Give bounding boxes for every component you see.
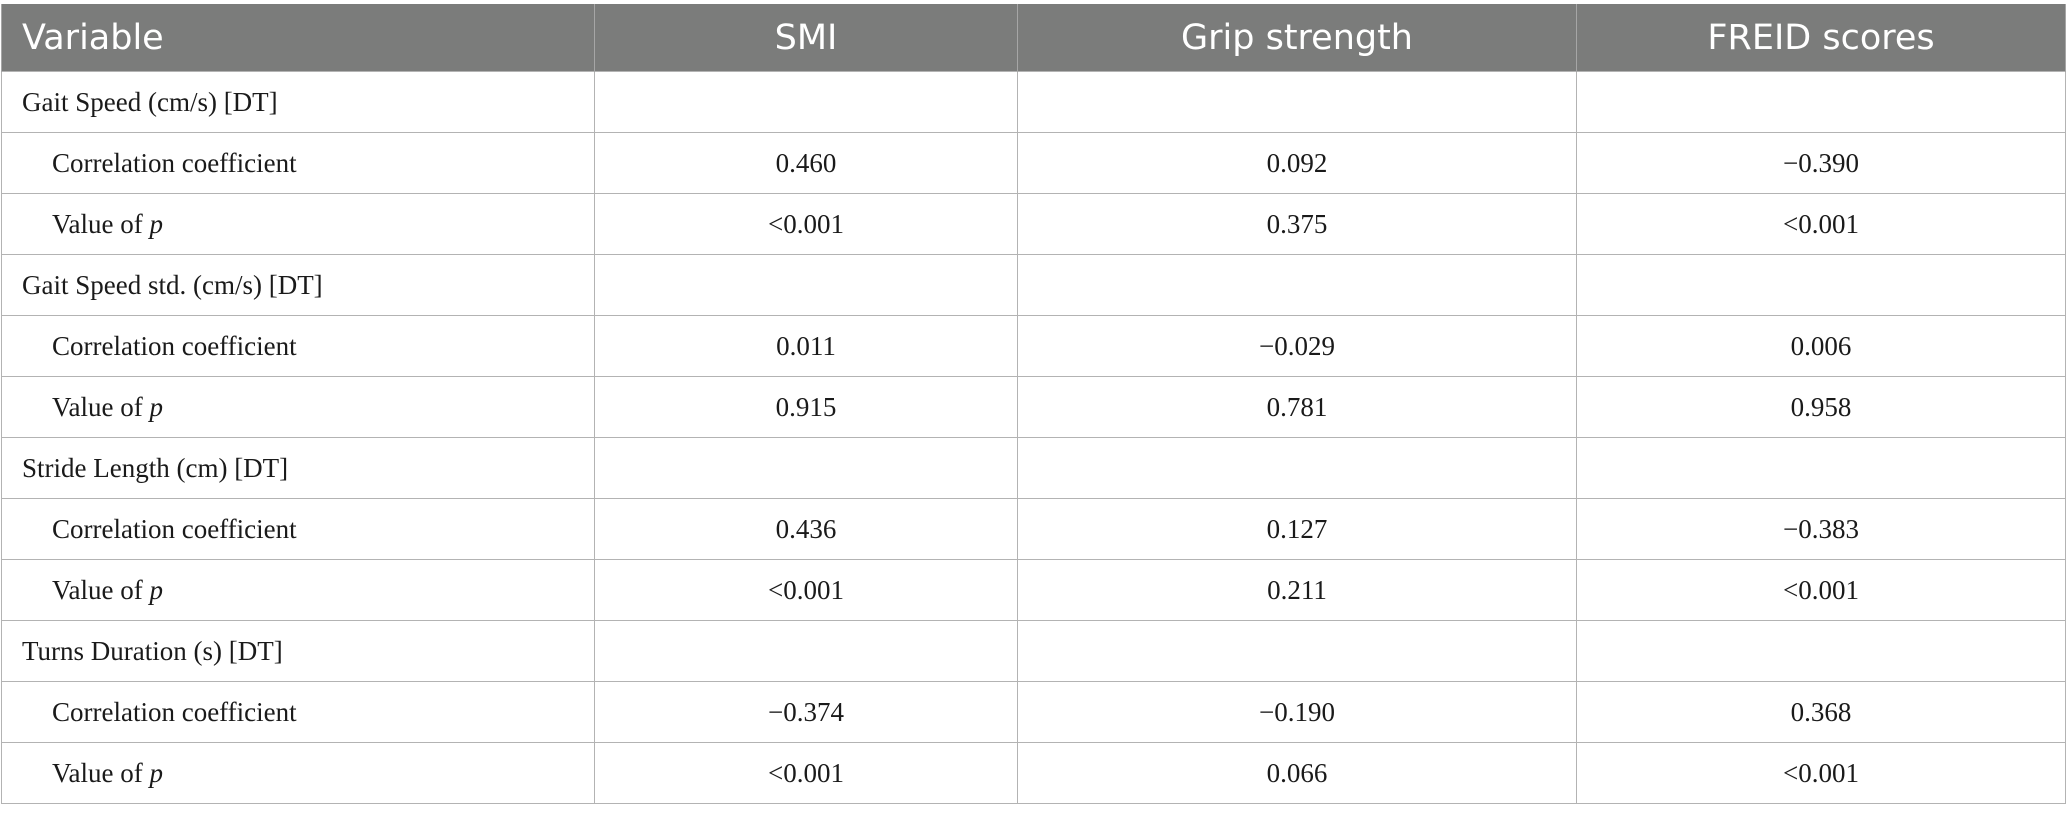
empty-cell — [594, 254, 1018, 316]
p-value-row: Value of p <0.001 0.211 <0.001 — [1, 559, 2066, 621]
p-value-label: Value of p — [1, 742, 595, 804]
freid-coefficient: 0.368 — [1576, 681, 2066, 743]
table-body: Gait Speed (cm/s) [DT] Correlation coeff… — [1, 71, 2066, 804]
freid-p-value: <0.001 — [1576, 193, 2066, 255]
grip-p-value: 0.781 — [1017, 376, 1577, 438]
header-grip-strength: Grip strength — [1017, 4, 1577, 72]
empty-cell — [594, 71, 1018, 133]
freid-coefficient: −0.390 — [1576, 132, 2066, 194]
group-row: Turns Duration (s) [DT] — [1, 620, 2066, 682]
coefficient-row: Correlation coefficient −0.374 −0.190 0.… — [1, 681, 2066, 743]
table-header: Variable SMI Grip strength FREID scores — [1, 4, 2066, 72]
empty-cell — [1576, 437, 2066, 499]
group-row: Gait Speed (cm/s) [DT] — [1, 71, 2066, 133]
empty-cell — [1017, 620, 1577, 682]
header-row: Variable SMI Grip strength FREID scores — [1, 4, 2066, 72]
header-variable: Variable — [1, 4, 595, 72]
freid-coefficient: 0.006 — [1576, 315, 2066, 377]
p-value-label-prefix: Value of — [52, 757, 150, 788]
group-label: Turns Duration (s) [DT] — [1, 620, 595, 682]
grip-p-value: 0.375 — [1017, 193, 1577, 255]
grip-p-value: 0.066 — [1017, 742, 1577, 804]
grip-coefficient: −0.029 — [1017, 315, 1577, 377]
empty-cell — [1576, 71, 2066, 133]
smi-p-value: <0.001 — [594, 742, 1018, 804]
group-label: Gait Speed std. (cm/s) [DT] — [1, 254, 595, 316]
group-label: Stride Length (cm) [DT] — [1, 437, 595, 499]
smi-p-value: <0.001 — [594, 193, 1018, 255]
correlation-table: Variable SMI Grip strength FREID scores … — [1, 4, 2066, 804]
smi-coefficient: 0.460 — [594, 132, 1018, 194]
freid-p-value: <0.001 — [1576, 742, 2066, 804]
coefficient-label: Correlation coefficient — [1, 498, 595, 560]
p-symbol: p — [149, 574, 163, 605]
header-freid-scores: FREID scores — [1576, 4, 2066, 72]
p-value-label: Value of p — [1, 193, 595, 255]
p-value-row: Value of p 0.915 0.781 0.958 — [1, 376, 2066, 438]
coefficient-label: Correlation coefficient — [1, 132, 595, 194]
smi-coefficient: 0.011 — [594, 315, 1018, 377]
coefficient-row: Correlation coefficient 0.460 0.092 −0.3… — [1, 132, 2066, 194]
p-symbol: p — [149, 757, 163, 788]
group-label: Gait Speed (cm/s) [DT] — [1, 71, 595, 133]
p-symbol: p — [149, 208, 163, 239]
grip-coefficient: 0.092 — [1017, 132, 1577, 194]
freid-p-value: <0.001 — [1576, 559, 2066, 621]
p-symbol: p — [149, 391, 163, 422]
group-row: Stride Length (cm) [DT] — [1, 437, 2066, 499]
grip-p-value: 0.211 — [1017, 559, 1577, 621]
p-value-label: Value of p — [1, 376, 595, 438]
smi-coefficient: 0.436 — [594, 498, 1018, 560]
empty-cell — [1576, 620, 2066, 682]
empty-cell — [1576, 254, 2066, 316]
group-row: Gait Speed std. (cm/s) [DT] — [1, 254, 2066, 316]
p-value-label: Value of p — [1, 559, 595, 621]
grip-coefficient: 0.127 — [1017, 498, 1577, 560]
header-smi: SMI — [594, 4, 1018, 72]
p-value-row: Value of p <0.001 0.066 <0.001 — [1, 742, 2066, 804]
grip-coefficient: −0.190 — [1017, 681, 1577, 743]
empty-cell — [1017, 437, 1577, 499]
empty-cell — [594, 620, 1018, 682]
p-value-label-prefix: Value of — [52, 574, 150, 605]
p-value-label-prefix: Value of — [52, 208, 150, 239]
empty-cell — [594, 437, 1018, 499]
freid-p-value: 0.958 — [1576, 376, 2066, 438]
empty-cell — [1017, 254, 1577, 316]
freid-coefficient: −0.383 — [1576, 498, 2066, 560]
smi-coefficient: −0.374 — [594, 681, 1018, 743]
coefficient-row: Correlation coefficient 0.011 −0.029 0.0… — [1, 315, 2066, 377]
coefficient-label: Correlation coefficient — [1, 681, 595, 743]
coefficient-label: Correlation coefficient — [1, 315, 595, 377]
empty-cell — [1017, 71, 1577, 133]
smi-p-value: 0.915 — [594, 376, 1018, 438]
smi-p-value: <0.001 — [594, 559, 1018, 621]
coefficient-row: Correlation coefficient 0.436 0.127 −0.3… — [1, 498, 2066, 560]
p-value-label-prefix: Value of — [52, 391, 150, 422]
p-value-row: Value of p <0.001 0.375 <0.001 — [1, 193, 2066, 255]
